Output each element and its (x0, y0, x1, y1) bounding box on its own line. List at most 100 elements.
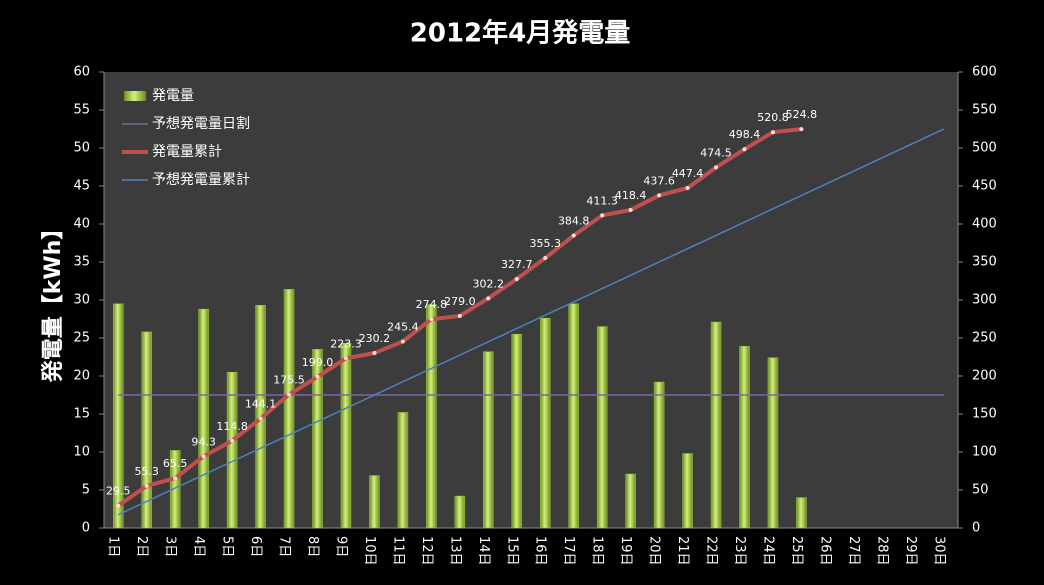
legend-swatch (124, 91, 146, 101)
bar (796, 497, 807, 529)
data-label: 223.3 (330, 337, 362, 350)
data-label: 94.3 (191, 435, 216, 448)
data-label: 355.3 (529, 237, 561, 250)
line-marker (429, 317, 434, 322)
x-tick-label: 10日 (362, 536, 377, 566)
line-series (117, 128, 945, 516)
data-label: 55.3 (134, 465, 159, 478)
data-label: 447.4 (672, 167, 704, 180)
data-label: 199.0 (302, 356, 334, 369)
line-marker (144, 483, 149, 488)
line-marker (714, 165, 719, 170)
data-label: 520.8 (757, 111, 789, 124)
x-tick-label: 2日 (134, 536, 149, 557)
x-tick-label: 8日 (305, 536, 320, 557)
data-label: 29.5 (106, 485, 131, 498)
data-label: 274.8 (416, 298, 448, 311)
x-tick-label: 18日 (590, 536, 605, 566)
line-marker (657, 193, 662, 198)
line-marker (600, 213, 605, 218)
x-tick-label: 26日 (817, 536, 832, 566)
x-tick-label: 5日 (220, 536, 235, 557)
chart-title: 2012年4月発電量 (410, 18, 630, 49)
x-tick-label: 4日 (191, 536, 206, 557)
y2-tick-label: 450 (972, 179, 997, 194)
data-label: 524.8 (786, 108, 818, 121)
bar (511, 333, 523, 529)
x-tick-label: 29日 (903, 536, 918, 566)
bar (226, 371, 238, 529)
x-tick-label: 21日 (675, 536, 690, 566)
line-marker (343, 356, 348, 361)
bar (426, 304, 437, 529)
data-label: 384.8 (558, 215, 590, 228)
bar (568, 303, 579, 529)
y-tick-label: 15 (73, 407, 90, 422)
line-marker (742, 147, 747, 152)
x-tick-label: 17日 (561, 536, 576, 566)
y-tick-label: 60 (73, 65, 90, 80)
y2-tick-label: 150 (972, 407, 997, 422)
y-axis-label: 発電量【kWh】 (41, 218, 66, 384)
y-tick-label: 45 (73, 179, 90, 194)
line-marker (571, 233, 576, 238)
data-label: 327.7 (501, 258, 533, 271)
bar (625, 473, 636, 529)
plot-area (104, 72, 958, 528)
legend-label: 予想発電量累計 (152, 172, 250, 188)
x-tick-label: 30日 (931, 536, 946, 566)
bar (112, 303, 124, 529)
y2-tick-label: 100 (972, 445, 997, 460)
x-tick-label: 14日 (476, 536, 491, 566)
bar (198, 308, 209, 529)
y-tick-label: 10 (73, 445, 90, 460)
bar (483, 351, 494, 529)
x-tick-label: 28日 (874, 536, 889, 566)
y-tick-label: 0 (82, 521, 90, 536)
data-label: 175.5 (273, 374, 305, 387)
y-tick-label: 30 (73, 293, 90, 308)
x-tick-label: 12日 (419, 536, 434, 566)
x-tick-label: 3日 (163, 536, 178, 557)
y2-tick-label: 50 (972, 483, 989, 498)
bar (596, 326, 608, 529)
x-tick-label: 15日 (504, 536, 519, 566)
data-label: 230.2 (359, 332, 391, 345)
x-tick-label: 22日 (704, 536, 719, 566)
line-marker (685, 185, 690, 190)
x-tick-label: 25日 (789, 536, 804, 566)
y2-tick-label: 350 (972, 255, 997, 270)
y-tick-label: 50 (73, 141, 90, 156)
x-tick-label: 11日 (390, 536, 405, 566)
line-marker (258, 416, 263, 421)
data-label: 114.8 (216, 420, 248, 433)
y2-tick-label: 500 (972, 141, 997, 156)
x-tick-label: 13日 (447, 536, 462, 566)
y2-tick-label: 200 (972, 369, 997, 384)
x-tick-label: 27日 (846, 536, 861, 566)
x-tick-label: 24日 (760, 536, 775, 566)
y2-tick-label: 400 (972, 217, 997, 232)
legend-label: 発電量累計 (152, 144, 222, 160)
data-label: 144.1 (245, 397, 277, 410)
x-tick-label: 9日 (333, 536, 348, 557)
data-label: 474.5 (700, 146, 732, 159)
bar (767, 357, 779, 529)
line-marker (372, 351, 377, 356)
line-marker (457, 313, 462, 318)
data-label: 411.3 (586, 194, 618, 207)
line-marker (799, 127, 804, 132)
y2-tick-label: 550 (972, 103, 997, 118)
y-tick-label: 25 (73, 331, 90, 346)
y-tick-label: 40 (73, 217, 90, 232)
line-marker (628, 208, 633, 213)
data-label: 65.5 (163, 457, 188, 470)
bar (312, 349, 323, 529)
line-marker (315, 374, 320, 379)
data-label: 437.6 (643, 174, 675, 187)
bar (710, 321, 722, 529)
bar (454, 495, 466, 529)
line-marker (770, 130, 775, 135)
x-tick-label: 20日 (647, 536, 662, 566)
data-label: 279.0 (444, 295, 476, 308)
